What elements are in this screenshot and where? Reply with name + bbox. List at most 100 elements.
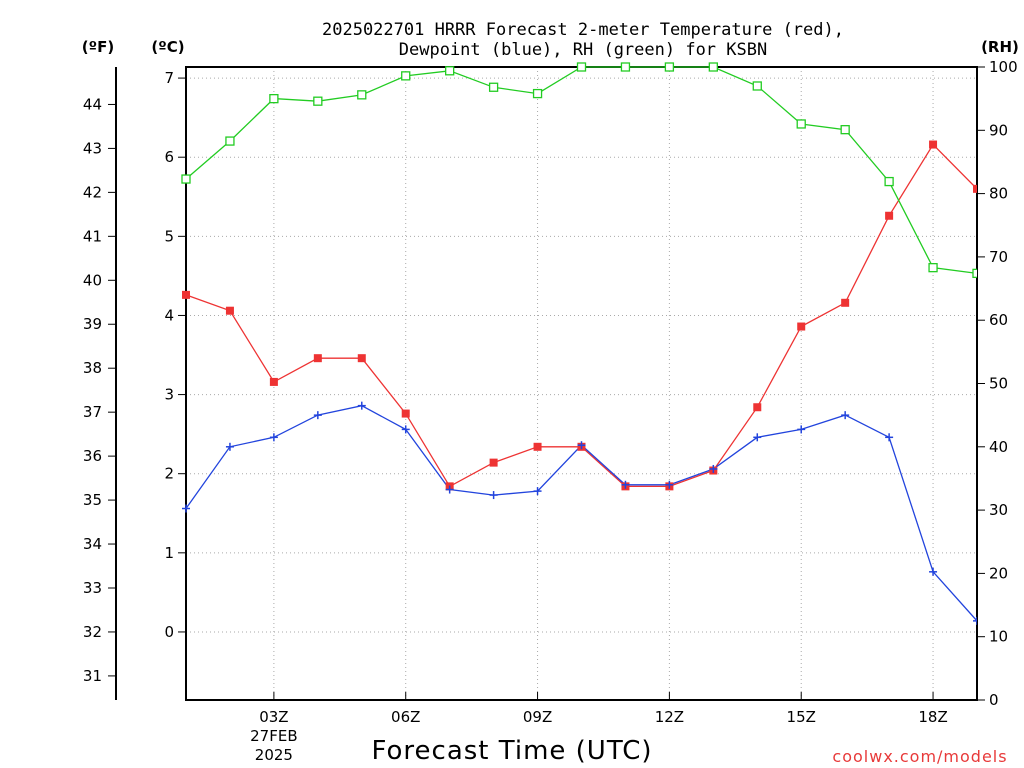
fahrenheit-tick-label: 39 [83, 315, 102, 333]
fahrenheit-tick-label: 44 [83, 95, 102, 113]
rh-point [576, 62, 587, 72]
x-tick-year-label: 2025 [255, 746, 293, 764]
fahrenheit-tick-label: 34 [83, 535, 102, 553]
dewpoint-series-line [185, 405, 977, 622]
dewpoint-point [401, 425, 410, 434]
rh-tick-label: 30 [989, 501, 1008, 519]
celsius-tick-label: 6 [164, 148, 174, 166]
celsius-tick-label: 3 [164, 386, 174, 404]
rh-point [445, 66, 455, 76]
dewpoint-point [182, 504, 190, 513]
x-axis-label: Forecast Time (UTC) [371, 736, 652, 766]
series-markers [181, 62, 977, 625]
temperature-point [182, 290, 190, 299]
credit-label: coolwx.com/models [832, 747, 1007, 766]
fahrenheit-tick-label: 35 [83, 491, 102, 509]
celsius-unit-label: (ºC) [151, 38, 184, 56]
rh-point [796, 119, 806, 129]
rh-point [313, 96, 323, 106]
temperature-point [489, 458, 498, 467]
celsius-tick-label: 1 [164, 544, 174, 562]
temperature-point [797, 322, 806, 331]
temperature-point [885, 211, 894, 220]
celsius-tick-label: 0 [164, 623, 174, 641]
temperature-point [753, 403, 762, 412]
grid-lines [186, 67, 977, 700]
dewpoint-point [269, 433, 278, 442]
rh-point [884, 176, 894, 187]
dewpoint-point [973, 616, 977, 625]
chart-title-line2: Dewpoint (blue), RH (green) for KSBN [399, 40, 767, 60]
dewpoint-point [929, 567, 938, 576]
rh-tick-label: 60 [989, 311, 1008, 329]
rh-point [664, 62, 675, 72]
rh-tick-label: 90 [989, 121, 1008, 139]
dewpoint-point [621, 480, 630, 489]
temperature-point [841, 298, 850, 307]
dewpoint-point [489, 491, 498, 500]
fahrenheit-tick-label: 43 [83, 139, 102, 157]
temperature-point [973, 184, 977, 193]
rh-series-line [185, 66, 977, 275]
rh-tick-label: 40 [989, 438, 1008, 456]
rh-tick-label: 20 [989, 564, 1008, 582]
fahrenheit-tick-label: 32 [83, 623, 102, 641]
fahrenheit-tick-label: 31 [83, 667, 102, 685]
rh-point [840, 125, 850, 135]
rh-point [972, 268, 977, 279]
fahrenheit-tick-label: 38 [83, 359, 102, 377]
dewpoint-point [225, 442, 234, 451]
x-tick-label: 15Z [787, 708, 816, 726]
x-tick-label: 06Z [391, 708, 420, 726]
fahrenheit-unit-label: (ºF) [82, 38, 114, 56]
rh-tick-label: 10 [989, 628, 1008, 646]
temperature-point [357, 354, 366, 363]
fahrenheit-tick-label: 41 [83, 227, 102, 245]
fahrenheit-tick-label: 40 [83, 271, 102, 289]
temperature-point [533, 442, 542, 451]
dewpoint-point [313, 411, 322, 420]
rh-point [488, 82, 499, 92]
fahrenheit-tick-label: 36 [83, 447, 102, 465]
fahrenheit-tick-label: 42 [83, 183, 102, 201]
dewpoint-point [533, 487, 542, 496]
temperature-point [225, 306, 234, 315]
x-tick-date-label: 27FEB [250, 727, 297, 745]
rh-unit-label: (RH) [981, 38, 1019, 56]
celsius-tick-label: 7 [164, 69, 174, 87]
x-tick-label: 09Z [523, 708, 552, 726]
rh-point [620, 62, 631, 72]
rh-point [532, 88, 543, 99]
dewpoint-point [709, 464, 718, 473]
dewpoint-point [665, 480, 674, 489]
rh-tick-label: 70 [989, 248, 1008, 266]
dewpoint-point [753, 433, 762, 442]
fahrenheit-tick-label: 37 [83, 403, 102, 421]
dewpoint-point [445, 485, 454, 494]
celsius-tick-label: 2 [164, 465, 174, 483]
dewpoint-point [797, 425, 806, 434]
rh-tick-label: 100 [989, 58, 1018, 76]
rh-point [181, 174, 191, 184]
dewpoint-point [885, 433, 894, 442]
rh-point [357, 90, 367, 100]
dewpoint-point [577, 441, 586, 450]
rh-point [269, 94, 279, 104]
rh-point [401, 71, 411, 81]
dewpoint-point [357, 401, 366, 410]
series-lines [185, 66, 977, 622]
rh-point [928, 263, 938, 273]
rh-point [752, 81, 762, 91]
axes [108, 66, 985, 701]
tick-labels: 0123456731323334353637383940414243440102… [83, 58, 1018, 764]
rh-point [708, 62, 718, 72]
rh-tick-label: 50 [989, 375, 1008, 393]
celsius-tick-label: 5 [164, 227, 174, 245]
temperature-point [929, 140, 938, 149]
plot-frame [185, 66, 978, 701]
celsius-tick-label: 4 [164, 306, 174, 324]
chart-title-line1: 2025022701 HRRR Forecast 2-meter Tempera… [322, 20, 844, 40]
dewpoint-point [841, 411, 850, 420]
rh-tick-label: 80 [989, 185, 1008, 203]
